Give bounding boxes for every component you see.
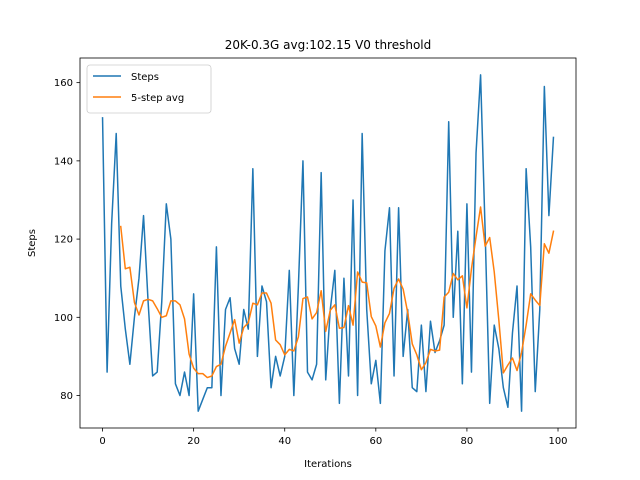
legend: Steps 5-step avg xyxy=(86,64,212,114)
x-tick-label: 20 xyxy=(187,436,200,447)
legend-label-5-step-avg: 5-step avg xyxy=(131,93,184,104)
x-tick-label: 100 xyxy=(548,436,567,447)
x-tick-label: 40 xyxy=(278,436,291,447)
x-tick-label: 0 xyxy=(99,436,105,447)
series-line-steps xyxy=(101,74,555,412)
chart-title: 20K-0.3G avg:102.15 V0 threshold xyxy=(225,38,432,52)
y-tick-label: 80 xyxy=(60,391,73,402)
series-layer xyxy=(101,74,555,412)
x-tick-label: 60 xyxy=(369,436,382,447)
legend-label-steps: Steps xyxy=(131,72,159,83)
y-tick-label: 160 xyxy=(54,78,73,89)
axes-frame xyxy=(79,57,577,429)
x-axis-label: Iterations xyxy=(304,459,352,470)
plot-area xyxy=(79,57,577,429)
x-tick-label: 80 xyxy=(461,436,474,447)
x-axis-ticks: 0 20 40 60 80 100 xyxy=(99,428,568,447)
y-axis-label: Steps xyxy=(27,229,38,257)
y-tick-label: 140 xyxy=(54,156,73,167)
series-line-5-step-avg xyxy=(119,206,555,379)
y-axis-ticks: 80 100 120 140 160 xyxy=(54,78,80,402)
y-tick-label: 100 xyxy=(54,313,73,324)
legend-box xyxy=(86,64,212,114)
y-tick-label: 120 xyxy=(54,235,73,246)
